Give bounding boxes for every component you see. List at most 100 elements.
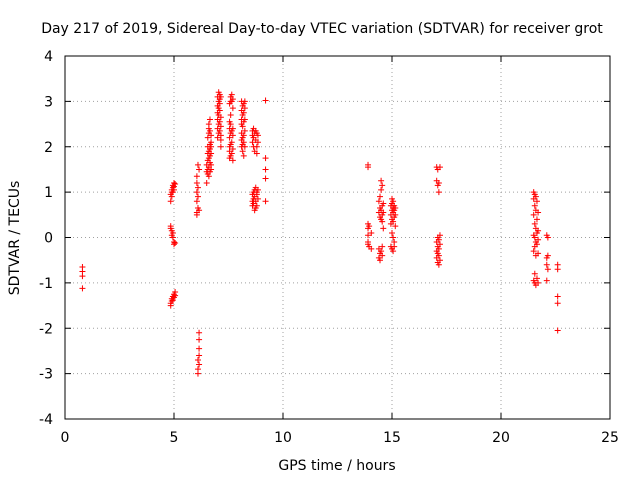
data-point (532, 193, 539, 200)
data-point (435, 252, 442, 259)
data-point (554, 293, 561, 300)
data-point (216, 118, 223, 125)
data-point (168, 298, 175, 305)
data-point (240, 109, 247, 116)
x-tick-label: 25 (601, 430, 619, 446)
data-point (228, 91, 235, 98)
data-point (214, 134, 221, 141)
y-tick-label: -3 (39, 367, 53, 383)
data-point (253, 150, 260, 157)
data-point (241, 98, 248, 105)
data-point (533, 275, 540, 282)
y-tick-label: 1 (44, 185, 53, 201)
x-tick-label: 10 (274, 430, 292, 446)
data-point (172, 292, 179, 299)
data-point (535, 209, 542, 216)
data-point (390, 234, 397, 241)
y-axis-tick-labels: -4 -3 -2 -1 0 1 2 3 4 (39, 49, 53, 428)
data-point (379, 243, 386, 250)
data-point (204, 134, 211, 141)
data-point (208, 150, 215, 157)
data-point (535, 250, 542, 257)
data-point (217, 143, 224, 150)
x-tick-label: 0 (61, 430, 70, 446)
data-point (171, 186, 177, 193)
data-point (194, 184, 201, 191)
data-point (380, 200, 387, 207)
data-point (436, 257, 443, 264)
data-point (365, 164, 372, 171)
data-point (249, 139, 256, 146)
data-point (196, 336, 203, 343)
data-point (193, 211, 200, 218)
data-point (262, 198, 269, 205)
data-point (368, 245, 375, 252)
data-point (391, 243, 398, 250)
data-point (217, 123, 224, 130)
data-point (254, 132, 261, 139)
grid-lines (65, 56, 610, 419)
data-point (171, 241, 177, 248)
data-point (366, 223, 373, 230)
data-point (196, 166, 203, 173)
data-point (254, 195, 261, 202)
data-point (193, 180, 200, 187)
data-point (193, 189, 200, 196)
data-point (379, 252, 386, 259)
data-point (194, 161, 201, 168)
data-point (168, 193, 175, 200)
data-point (196, 352, 203, 359)
data-point (435, 261, 442, 268)
data-point (229, 125, 236, 132)
data-point (436, 232, 443, 239)
data-point (544, 234, 551, 241)
data-point (241, 105, 248, 112)
y-tick-label: 2 (44, 140, 53, 156)
data-point (203, 180, 210, 187)
data-point (228, 150, 235, 157)
data-point (262, 175, 269, 182)
data-point (217, 136, 224, 143)
data-point (379, 218, 386, 225)
data-point (254, 186, 261, 193)
data-point (436, 164, 443, 171)
data-point (389, 229, 395, 236)
data-point (240, 132, 247, 139)
data-point (217, 114, 224, 121)
x-axis-tick-labels: 0 5 10 15 20 25 (61, 430, 619, 446)
data-point (193, 198, 200, 205)
y-tick-label: -4 (39, 412, 53, 428)
y-tick-label: 0 (44, 231, 53, 247)
data-point (241, 127, 248, 134)
data-point (208, 132, 215, 139)
data-point (435, 180, 442, 187)
data-point (229, 132, 236, 139)
data-point (554, 300, 561, 307)
data-points (79, 89, 561, 377)
data-point (227, 111, 234, 118)
data-point (172, 239, 179, 246)
data-point (193, 173, 200, 180)
data-point (208, 139, 215, 146)
data-point (435, 245, 442, 252)
data-point (368, 229, 375, 236)
y-tick-label: 4 (44, 49, 53, 65)
data-point (378, 177, 385, 184)
data-point (229, 146, 236, 153)
data-point (206, 127, 213, 134)
data-point (253, 143, 260, 150)
x-tick-label: 15 (383, 430, 401, 446)
data-point (169, 297, 176, 304)
data-point (254, 139, 261, 146)
chart-title: Day 217 of 2019, Sidereal Day-to-day VTE… (41, 21, 603, 37)
data-point (239, 148, 246, 155)
data-point (390, 218, 397, 225)
data-point (535, 236, 542, 243)
y-tick-label: 3 (44, 94, 53, 110)
data-point (169, 234, 176, 241)
data-point (167, 198, 174, 205)
x-axis-label: GPS time / hours (278, 458, 395, 474)
data-point (554, 266, 561, 273)
data-point (239, 123, 246, 130)
data-point (378, 248, 385, 255)
